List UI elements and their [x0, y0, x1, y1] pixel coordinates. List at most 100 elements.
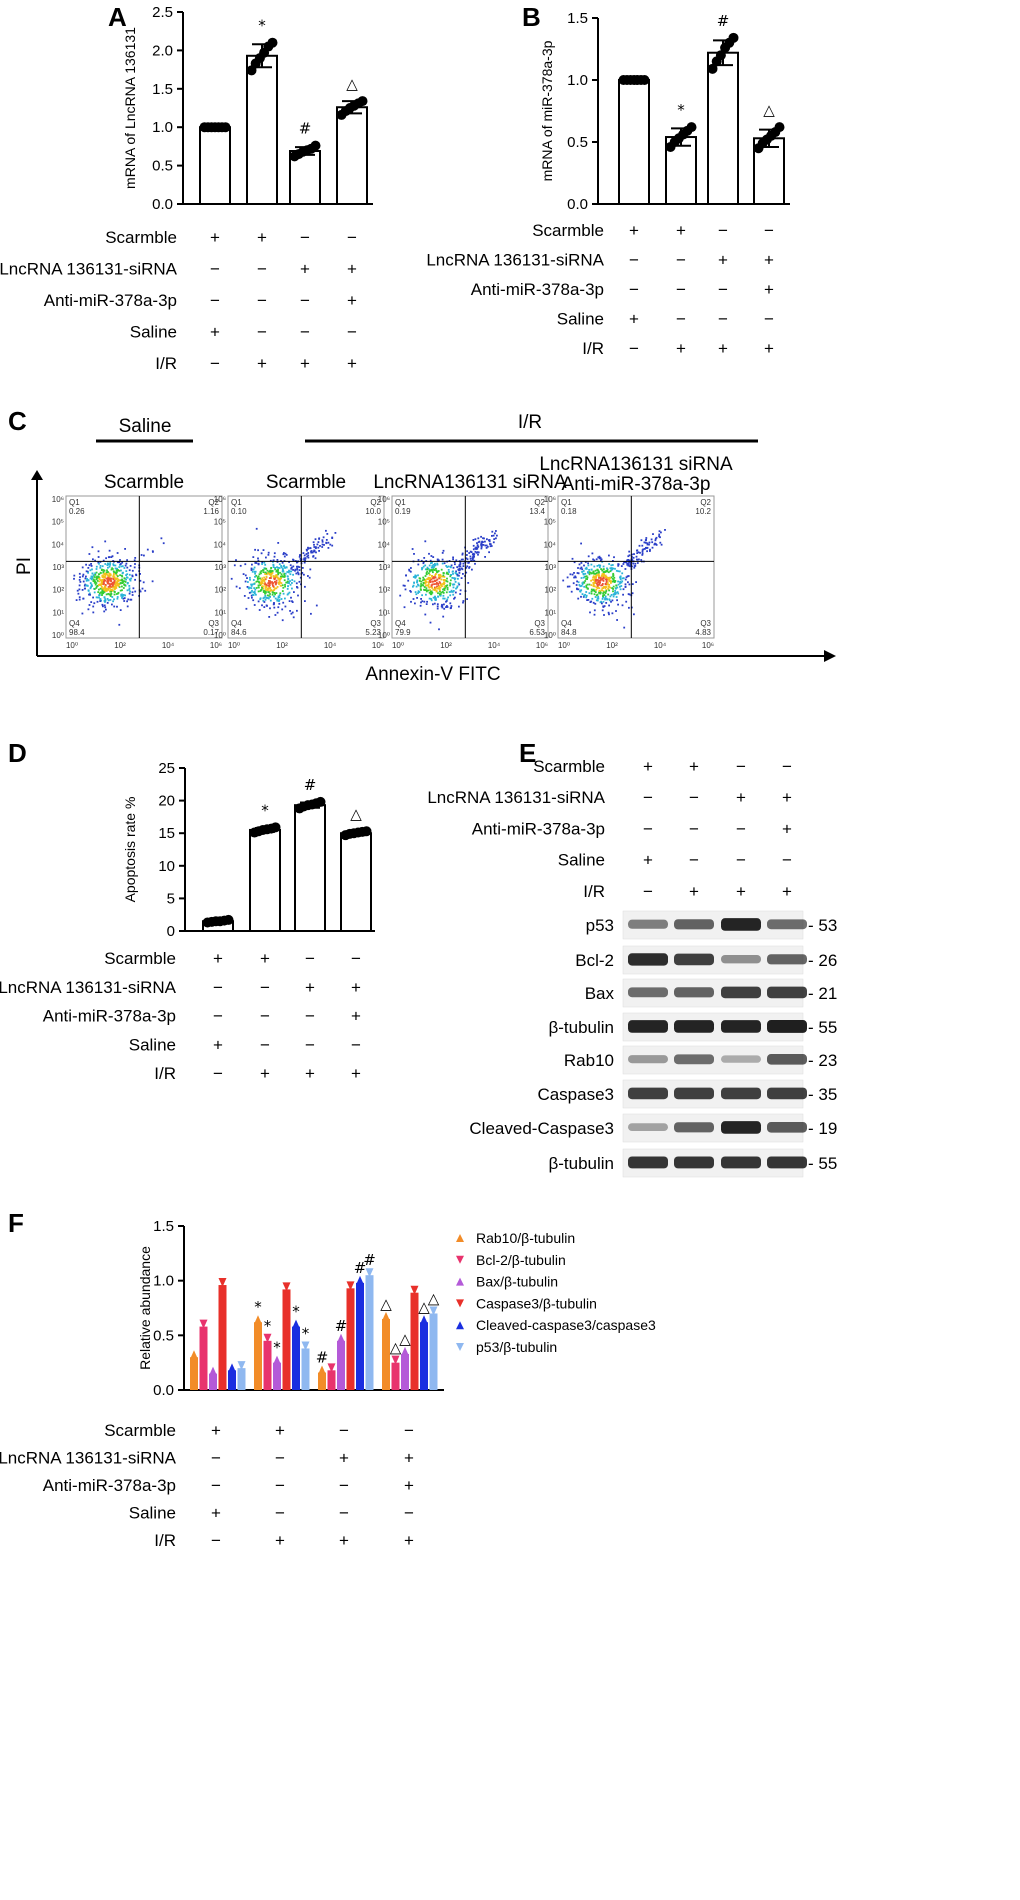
event-dot	[130, 577, 133, 580]
event-dot	[421, 584, 424, 586]
event-dot	[112, 574, 115, 576]
condition-sign: +	[210, 323, 220, 342]
q2-name: Q2	[534, 498, 545, 507]
event-dot	[113, 593, 116, 596]
event-dot	[123, 600, 126, 602]
event-dot	[646, 547, 648, 549]
event-dot	[589, 611, 591, 614]
event-dot	[102, 571, 105, 573]
event-dot	[484, 556, 486, 558]
event-dot	[106, 573, 108, 576]
event-dot	[111, 555, 114, 558]
event-dot	[472, 548, 475, 551]
event-dot	[91, 568, 93, 571]
event-dot	[302, 552, 305, 554]
event-dot	[433, 589, 436, 591]
event-dot	[442, 615, 445, 618]
event-dot	[426, 568, 429, 571]
event-dot	[588, 592, 591, 595]
event-dot	[629, 563, 632, 566]
condition-table: Scarmble + + − −LncRNA 136131-siRNA − − + +Anti-…	[0, 1421, 414, 1550]
panel-label-a: A	[108, 2, 127, 32]
condition-sign: −	[404, 1504, 414, 1523]
event-dot	[278, 567, 281, 569]
event-dot	[600, 600, 602, 603]
condition-sign: +	[211, 1504, 221, 1523]
event-dot	[109, 589, 112, 592]
x-tick-label: 10²	[606, 641, 618, 650]
event-dot	[278, 578, 280, 581]
bar	[263, 1340, 272, 1390]
bar	[199, 1326, 208, 1390]
condition-sign: +	[676, 339, 686, 358]
event-dot	[250, 587, 253, 589]
event-dot	[596, 568, 599, 571]
event-dot	[602, 596, 604, 598]
protein-band	[721, 1121, 761, 1134]
protein-band	[674, 953, 714, 966]
event-dot	[612, 567, 615, 570]
event-dot	[461, 552, 464, 555]
event-dot	[128, 578, 131, 581]
event-dot	[612, 575, 615, 577]
event-dot	[627, 575, 630, 577]
condition-sign: +	[629, 221, 639, 240]
event-dot	[96, 580, 99, 582]
condition-sign: −	[305, 949, 315, 968]
data-point	[686, 122, 697, 133]
event-dot	[602, 586, 605, 588]
event-dot	[443, 587, 446, 590]
y-tick-label: 15	[158, 825, 175, 842]
event-dot	[595, 572, 598, 574]
bar	[618, 79, 650, 205]
bar	[209, 1373, 217, 1390]
event-dot	[474, 538, 477, 541]
event-dot	[312, 541, 315, 544]
event-dot	[595, 580, 597, 582]
event-dot	[331, 537, 334, 539]
event-dot	[590, 584, 593, 586]
y-tick-label: 0.0	[567, 196, 588, 213]
event-dot	[416, 580, 419, 583]
q2-name: Q2	[700, 498, 711, 507]
event-dot	[443, 583, 445, 586]
event-dot	[461, 553, 464, 556]
y-tick-label: 10⁵	[214, 518, 226, 527]
event-dot	[125, 574, 127, 576]
event-dot	[82, 573, 85, 576]
condition-sign: −	[351, 949, 361, 968]
event-dot	[438, 590, 441, 593]
event-dot	[447, 569, 450, 571]
event-dot	[660, 543, 663, 546]
legend-label: Cleaved-caspase3/caspase3	[476, 1317, 656, 1333]
event-dot	[445, 585, 448, 587]
event-dot	[456, 574, 459, 577]
flow-plot-title: Anti-miR-378a-3p	[562, 474, 711, 495]
event-dot	[635, 555, 638, 558]
condition-sign: +	[339, 1531, 349, 1550]
event-dot	[272, 584, 274, 587]
event-dot	[297, 594, 299, 597]
event-dot	[462, 562, 465, 565]
condition-label: Anti-miR-378a-3p	[43, 1007, 176, 1026]
event-dot	[611, 564, 614, 566]
event-dot	[98, 577, 100, 580]
event-dot	[594, 602, 597, 605]
event-dot	[283, 564, 285, 567]
event-dot	[619, 588, 622, 591]
event-dot	[251, 570, 254, 573]
event-dot	[608, 583, 611, 586]
event-dot	[443, 607, 446, 610]
condition-sign: +	[213, 1035, 223, 1054]
event-dot	[449, 594, 452, 597]
protein-band	[674, 919, 714, 930]
event-dot	[462, 558, 464, 561]
event-dot	[97, 575, 99, 578]
event-dot	[260, 578, 263, 581]
event-dot	[275, 570, 278, 573]
protein-band	[721, 1156, 761, 1169]
event-dot	[160, 537, 163, 540]
event-dot	[467, 582, 470, 584]
event-dot	[439, 582, 442, 584]
event-dot	[253, 571, 256, 573]
